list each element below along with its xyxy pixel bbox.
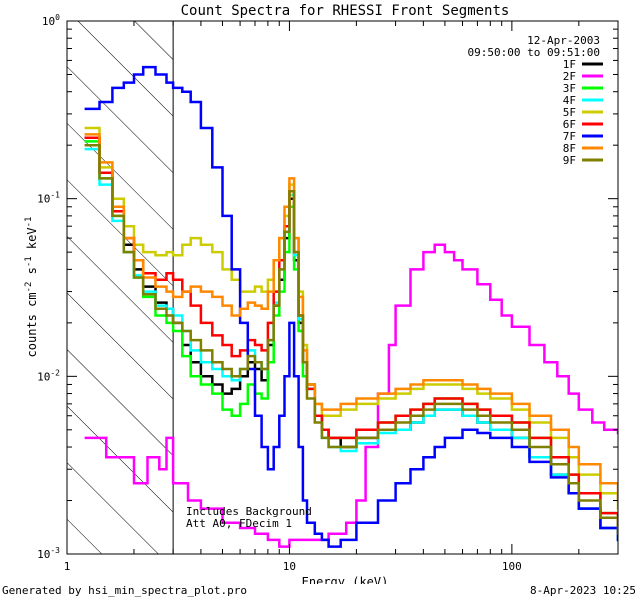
footer-generated-by: Generated by hsi_min_spectra_plot.pro [2,584,248,597]
legend-label-2F: 2F [563,70,576,83]
series-line-8F [84,133,618,502]
annotation-attenuator-note: Att A0, FDecim 1 [186,517,292,530]
y-axis: 10-3 10-2 10-1 100 [37,13,618,561]
y-axis-label-part: keV [25,227,39,256]
legend-label-6F: 6F [563,118,576,131]
legend-label-4F: 4F [563,94,576,107]
legend-label-1F: 1F [563,58,576,71]
legend-label-9F: 9F [563,154,576,167]
x-tick-label: 10 [283,560,296,573]
x-axis: 1 10 100 [64,21,619,573]
y-axis-label-exp: -2 [24,282,34,293]
y-axis-label-part: counts cm [25,292,39,357]
x-axis-label: Energy (keV) [302,575,389,584]
legend-label-3F: 3F [563,82,576,95]
x-tick-label: 100 [502,560,522,573]
x-tick-label: 1 [64,560,71,573]
y-axis-label: counts cm-2 s-1 keV-1 [24,217,39,358]
legend-label-8F: 8F [563,142,576,155]
y-tick-label: 10-2 [37,368,60,383]
legend-label-7F: 7F [563,130,576,143]
annotation-date: 12-Apr-2003 [527,34,600,47]
y-axis-label-part: s [25,267,39,281]
series-line-9F [84,143,618,536]
y-tick-label: 10-3 [37,546,60,561]
y-tick-label: 100 [42,13,60,28]
series-line-7F [84,65,618,548]
chart-title: Count Spectra for RHESSI Front Segments [181,3,510,19]
y-axis-label-exp: -1 [24,256,34,267]
annotation-background-note: Includes Background [186,505,312,518]
legend-label-5F: 5F [563,106,576,119]
y-axis-label-exp: -1 [24,217,34,228]
plot-frame [66,20,619,555]
y-tick-label: 10-1 [37,191,60,206]
series-group [84,65,618,548]
spectra-chart: Count Spectra for RHESSI Front Segments … [24,3,619,584]
footer-timestamp: 8-Apr-2023 10:25 [530,584,636,597]
annotation-time-range: 09:50:00 to 09:51:00 [468,46,600,59]
